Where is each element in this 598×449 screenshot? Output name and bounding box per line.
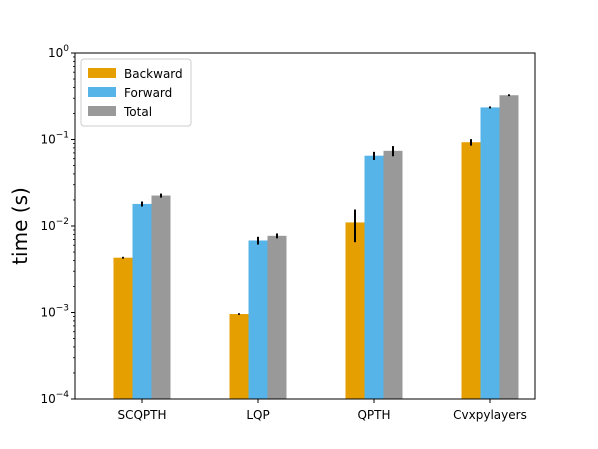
bar-total-lqp — [267, 235, 287, 399]
y-axis-label: time (s) — [8, 187, 32, 265]
x-tick-label: Cvxpylayers — [453, 408, 527, 422]
legend-label-backward: Backward — [124, 67, 183, 81]
bars-layer — [113, 95, 519, 399]
bar-forward-scqpth — [132, 203, 152, 399]
y-axis: 100 10−1 10−2 10−3 10−4 — [40, 44, 75, 406]
x-axis: SCQPTH LQP QPTH Cvxpylayers — [117, 399, 527, 422]
y-tick-label: 10−2 — [40, 217, 69, 233]
legend: Backward Forward Total — [80, 58, 192, 127]
bar-forward-qpth — [364, 155, 384, 399]
y-tick-label: 10−1 — [40, 131, 69, 147]
bar-total-qpth — [383, 150, 403, 399]
x-tick-label: SCQPTH — [117, 408, 166, 422]
x-tick-label: QPTH — [357, 408, 390, 422]
y-tick-label: 100 — [48, 44, 69, 60]
bar-backward-cvxpylayers — [461, 142, 481, 399]
legend-swatch-backward — [88, 68, 116, 78]
bar-backward-qpth — [345, 222, 365, 399]
bar-total-scqpth — [151, 195, 171, 399]
error-bars-layer — [122, 94, 510, 315]
legend-swatch-forward — [88, 87, 116, 97]
bar-total-cvxpylayers — [499, 95, 519, 399]
legend-swatch-total — [88, 106, 116, 116]
x-tick-label: LQP — [246, 408, 269, 422]
bar-backward-lqp — [229, 314, 249, 399]
legend-label-forward: Forward — [124, 86, 172, 100]
bar-forward-lqp — [248, 240, 268, 399]
bar-forward-cvxpylayers — [480, 107, 500, 399]
legend-label-total: Total — [123, 105, 152, 119]
bar-backward-scqpth — [113, 257, 133, 399]
y-tick-label: 10−3 — [40, 304, 69, 320]
y-tick-label: 10−4 — [40, 390, 69, 406]
